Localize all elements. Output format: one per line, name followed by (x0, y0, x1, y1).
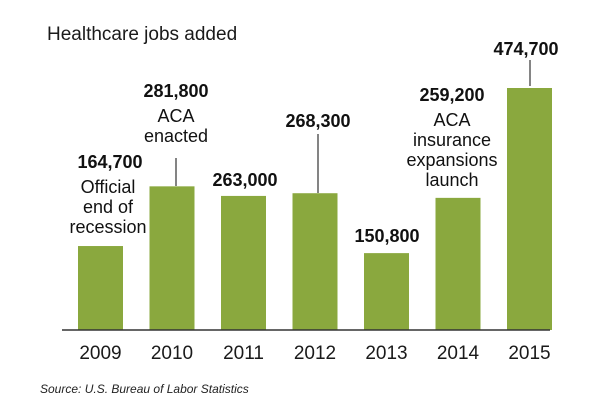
value-label-2010: 281,800 (143, 81, 208, 101)
bar-2013 (364, 253, 409, 330)
x-tick-2015: 2015 (508, 343, 550, 364)
bar-2015 (507, 88, 552, 330)
annotation-2014-line-2: insurance (413, 130, 491, 150)
value-label-2011: 263,000 (212, 170, 277, 190)
value-label-2014: 259,200 (419, 85, 484, 105)
bar-2012 (292, 193, 338, 330)
annotation-2009-line-3: recession (69, 217, 146, 237)
value-labels-group: 164,700 281,800 263,000 268,300 150,800 259,2… (77, 39, 558, 246)
x-tick-2011: 2011 (223, 343, 264, 364)
x-tick-2014: 2014 (437, 343, 480, 364)
annotation-2009-line-1: Official (81, 177, 136, 197)
annotation-2010-line-2: enacted (144, 126, 208, 146)
annotation-2009-line-2: end of (83, 197, 134, 217)
value-label-2013: 150,800 (354, 226, 419, 246)
annotation-2010-line-1: ACA (157, 106, 194, 126)
value-label-2015: 474,700 (493, 39, 558, 59)
annotation-2014-line-4: launch (425, 170, 478, 190)
annotation-2014-line-3: expansions (406, 150, 497, 170)
x-tick-2012: 2012 (294, 343, 336, 364)
value-label-2012: 268,300 (285, 111, 350, 131)
x-tick-labels-group: 2009 2010 2011 2012 2013 2014 2015 (79, 343, 550, 364)
x-tick-2009: 2009 (79, 343, 121, 364)
bar-2011 (221, 195, 266, 330)
chart-title: Healthcare jobs added (47, 24, 237, 45)
value-label-2009: 164,700 (77, 152, 142, 172)
bar-2010 (149, 186, 195, 330)
bar-2014 (435, 197, 481, 330)
x-tick-2013: 2013 (365, 343, 407, 364)
source-note: Source: U.S. Bureau of Labor Statistics (40, 382, 249, 396)
annotation-2014-line-1: ACA (433, 110, 470, 130)
x-tick-2010: 2010 (151, 343, 193, 364)
bar-2009 (78, 246, 123, 330)
bars-group (78, 88, 552, 330)
